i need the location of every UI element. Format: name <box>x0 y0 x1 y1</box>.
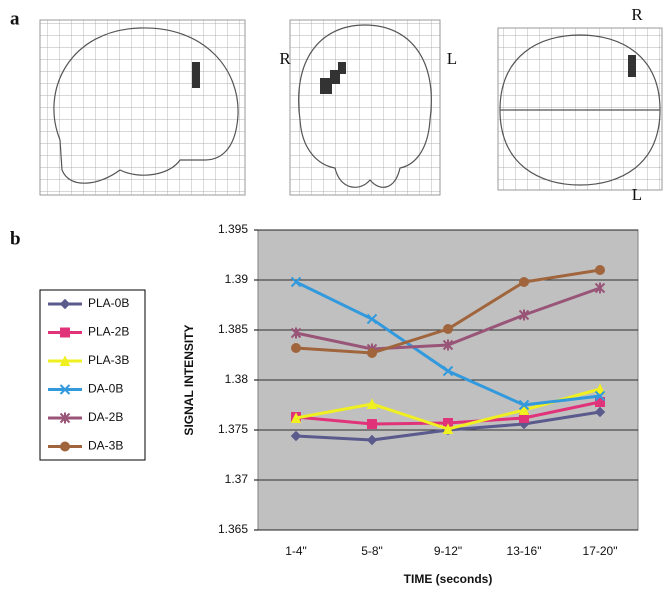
marker <box>366 313 378 325</box>
y-axis-title: SIGNAL INTENSITY <box>182 324 196 435</box>
marker <box>518 309 530 321</box>
legend-label: PLA-2B <box>88 325 129 339</box>
x-tick-label: 5-8" <box>361 544 383 558</box>
marker <box>443 324 453 334</box>
marker <box>290 276 302 288</box>
orientation-label: R <box>631 5 643 24</box>
legend-marker <box>59 384 71 395</box>
y-tick-label: 1.375 <box>218 422 248 436</box>
marker <box>518 404 530 415</box>
activation <box>192 62 200 88</box>
legend-label: PLA-3B <box>88 353 129 367</box>
x-tick-label: 9-12" <box>434 544 462 558</box>
y-tick-label: 1.39 <box>225 272 249 286</box>
activation <box>320 62 346 94</box>
marker <box>290 412 302 423</box>
y-tick-label: 1.385 <box>218 322 248 336</box>
y-tick-label: 1.38 <box>225 372 249 386</box>
legend-marker <box>60 327 70 338</box>
brain-views <box>39 19 663 196</box>
coronal-outline <box>298 24 432 188</box>
activation <box>628 55 636 77</box>
marker <box>367 419 377 429</box>
legend-marker <box>59 355 71 366</box>
marker <box>291 343 301 353</box>
y-tick-label: 1.37 <box>225 472 249 486</box>
legend <box>39 289 146 461</box>
legend-label: PLA-0B <box>88 296 129 310</box>
marker <box>442 423 454 434</box>
orientation-label: R <box>279 49 291 68</box>
marker <box>366 434 378 446</box>
marker <box>518 399 530 411</box>
coronal-grid <box>289 19 441 196</box>
y-tick-label: 1.395 <box>218 222 248 236</box>
x-axis-title: TIME (seconds) <box>404 572 493 586</box>
orientation-label: L <box>632 185 642 204</box>
sagittal-outline <box>53 27 239 184</box>
panel-label: b <box>10 228 21 249</box>
legend-marker <box>59 298 71 310</box>
x-tick-label: 13-16" <box>507 544 542 558</box>
marker <box>519 277 529 287</box>
orientation-label: L <box>447 49 457 68</box>
marker <box>366 398 378 409</box>
x-tick-label: 1-4" <box>285 544 307 558</box>
marker <box>367 348 377 358</box>
legend-label: DA-3B <box>88 439 123 453</box>
marker <box>595 265 605 275</box>
marker <box>594 406 606 418</box>
marker <box>290 327 302 339</box>
legend-label: DA-2B <box>88 410 123 424</box>
sagittal-grid <box>39 19 246 196</box>
marker <box>290 430 302 442</box>
marker <box>594 282 606 294</box>
x-tick-label: 17-20" <box>583 544 618 558</box>
marker <box>442 365 454 377</box>
marker <box>594 390 606 402</box>
y-tick-label: 1.365 <box>218 522 248 536</box>
legend-marker <box>60 441 70 452</box>
panel-label: a <box>10 8 20 29</box>
marker <box>594 383 606 394</box>
axial-outline <box>499 34 661 186</box>
marker <box>442 339 454 351</box>
legend-marker <box>59 412 71 424</box>
legend-label: DA-0B <box>88 382 123 396</box>
